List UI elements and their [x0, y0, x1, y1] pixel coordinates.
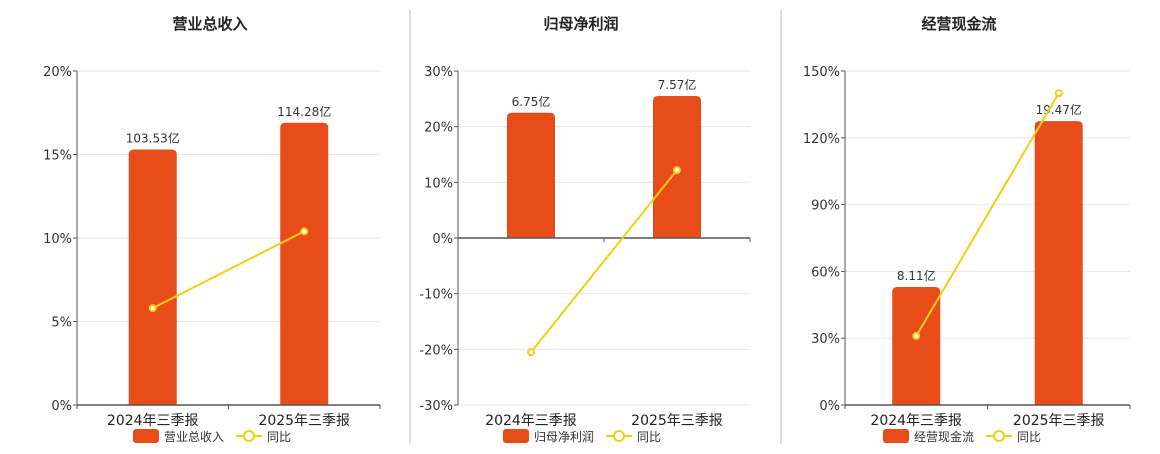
yoy-point [527, 348, 535, 357]
chart-title: 经营现金流 [921, 15, 996, 33]
legend-bar-swatch [503, 429, 529, 443]
y-tick-label: 0% [819, 399, 840, 414]
x-category-label: 2025年三季报 [631, 413, 723, 429]
yoy-line [530, 169, 678, 353]
bar-data-label: 8.11亿 [897, 268, 936, 283]
bar-data-label: 6.75亿 [512, 94, 551, 109]
bar [892, 286, 941, 405]
yoy-point [1054, 89, 1063, 98]
y-tick-label: 5% [51, 316, 72, 331]
y-tick-label: 10% [43, 232, 72, 247]
y-tick-label: -10% [419, 288, 453, 303]
bar-data-label: 103.53亿 [126, 130, 180, 145]
chart-title: 营业总收入 [172, 15, 247, 33]
legend-line-marker [993, 430, 1005, 442]
y-tick-label: 20% [424, 121, 453, 136]
legend-line-marker [613, 430, 625, 442]
legend-line-label: 同比 [1017, 430, 1041, 444]
legend-bar-swatch [133, 429, 159, 443]
legend-bar-swatch [883, 429, 909, 443]
y-tick-label: 150% [803, 65, 840, 80]
y-tick-label: 15% [43, 149, 72, 164]
x-category-label: 2024年三季报 [870, 413, 962, 429]
legend-bar-label: 经营现金流 [914, 429, 974, 444]
x-category-label: 2024年三季报 [107, 413, 199, 429]
yoy-point [300, 227, 309, 236]
yoy-point [148, 304, 157, 313]
y-tick-label: 10% [424, 176, 453, 191]
legend-bar-label: 归母净利润 [534, 430, 594, 444]
legend-line-label: 同比 [267, 430, 291, 444]
bar-data-label: 19.47亿 [1036, 102, 1082, 117]
x-category-label: 2025年三季报 [1013, 413, 1105, 429]
chart-title: 归母净利润 [543, 15, 618, 33]
bar [507, 112, 555, 238]
bar-data-label: 114.28亿 [277, 104, 331, 119]
yoy-line [152, 230, 305, 310]
y-tick-label: 30% [811, 332, 840, 347]
bar-data-label: 7.57亿 [658, 77, 697, 92]
yoy-point [912, 331, 921, 340]
yoy-line [915, 92, 1060, 337]
yoy-point [673, 166, 681, 175]
y-tick-label: 0% [432, 232, 453, 247]
chart-panel: 营业总收入 0% 5% 10% 15% 20% 103.53亿 114.28亿 2024年三季报… [43, 15, 381, 444]
y-tick-label: 20% [43, 65, 72, 80]
bar [1034, 121, 1083, 405]
y-tick-label: 120% [803, 132, 840, 147]
y-tick-label: 60% [811, 265, 840, 280]
y-tick-label: 0% [51, 399, 72, 414]
chart-panel: 经营现金流 0% 30% 60% 90% 120% 150% 8.11亿 19.47亿 2024年… [803, 15, 1131, 444]
legend-bar-label: 营业总收入 [164, 430, 224, 444]
chart-panel: 归母净利润 -30% -20% -10% 0% 10% 20% 30% 6.75亿 7.57亿 20… [419, 15, 751, 444]
x-category-label: 2025年三季报 [258, 413, 350, 429]
y-tick-label: 30% [424, 65, 453, 80]
y-tick-label: -30% [419, 399, 453, 414]
bar [128, 149, 177, 405]
legend-line-label: 同比 [637, 430, 661, 444]
legend-line-marker [243, 430, 255, 442]
y-tick-label: 90% [811, 199, 840, 214]
y-tick-label: -20% [419, 343, 453, 358]
x-category-label: 2024年三季报 [485, 413, 577, 429]
bar [280, 122, 329, 406]
